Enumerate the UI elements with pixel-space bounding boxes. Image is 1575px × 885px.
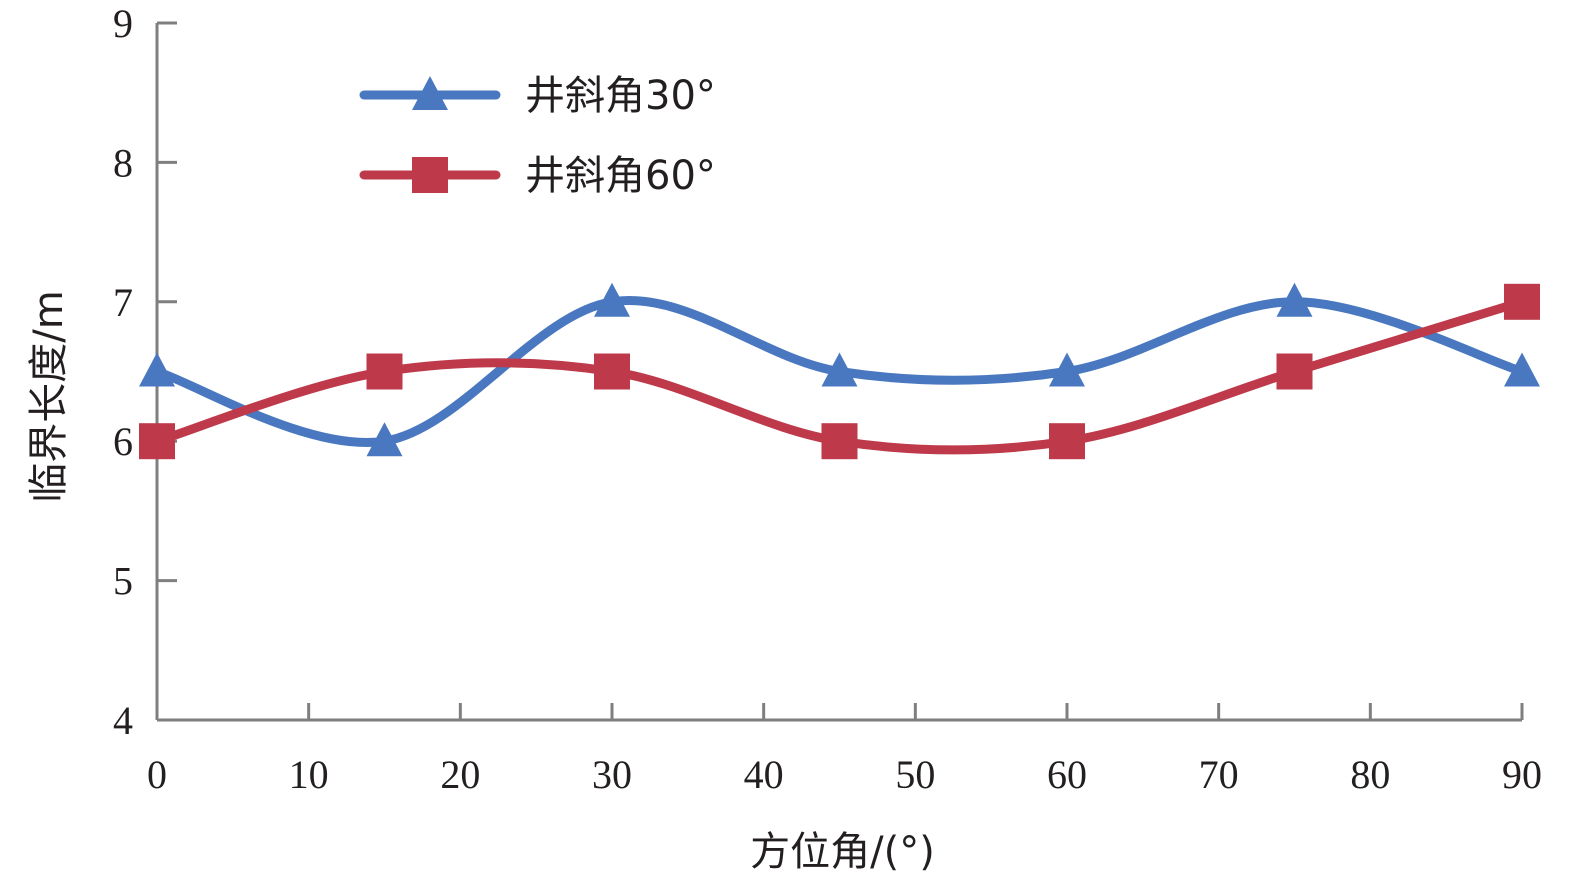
x-tick-label: 70: [1199, 752, 1239, 797]
triangle-marker: [594, 282, 630, 317]
legend-label: 井斜角30°: [525, 73, 716, 119]
y-tick-label: 9: [113, 1, 133, 46]
square-marker: [139, 423, 175, 460]
triangle-marker: [821, 352, 858, 387]
x-tick-label: 40: [744, 752, 784, 797]
square-marker: [594, 353, 630, 390]
legend-square-marker: [412, 157, 448, 193]
triangle-marker: [1276, 282, 1313, 317]
x-axis-title: 方位角/(°): [750, 829, 935, 875]
x-tick-label: 10: [289, 752, 329, 797]
y-tick-label: 7: [113, 280, 133, 325]
triangle-marker: [366, 422, 403, 457]
y-tick-label: 8: [113, 140, 133, 185]
square-marker: [1049, 423, 1085, 460]
y-ticks: 4 5 6 7 8 9: [113, 1, 177, 743]
x-tick-label: 90: [1502, 752, 1542, 797]
series-layer: [139, 282, 1540, 460]
x-ticks: 0 10 20 30 40 50 60 70 80 90: [147, 703, 1542, 797]
legend-triangle-marker: [412, 76, 448, 110]
triangle-marker: [1049, 352, 1085, 387]
triangle-marker: [139, 352, 175, 387]
y-axis-title: 临界长度/m: [26, 290, 72, 502]
y-tick-label: 4: [113, 698, 133, 743]
series-2: [139, 283, 1540, 460]
square-marker: [821, 423, 858, 460]
legend-item: 井斜角30°: [359, 73, 716, 119]
x-tick-label: 80: [1350, 752, 1390, 797]
x-tick-label: 30: [592, 752, 632, 797]
square-marker: [1276, 353, 1313, 390]
y-tick-label: 6: [113, 419, 133, 464]
x-tick-label: 60: [1047, 752, 1087, 797]
x-tick-label: 50: [895, 752, 935, 797]
x-tick-label: 0: [147, 752, 167, 797]
series-1: [139, 282, 1540, 457]
legend-item: 井斜角60°: [359, 153, 716, 199]
legend: 井斜角30° 井斜角60°: [359, 73, 716, 199]
triangle-marker: [1504, 352, 1540, 387]
square-marker: [1504, 283, 1540, 320]
x-tick-label: 20: [440, 752, 480, 797]
legend-label: 井斜角60°: [525, 153, 716, 199]
square-marker: [366, 353, 403, 390]
y-tick-label: 5: [113, 559, 133, 604]
